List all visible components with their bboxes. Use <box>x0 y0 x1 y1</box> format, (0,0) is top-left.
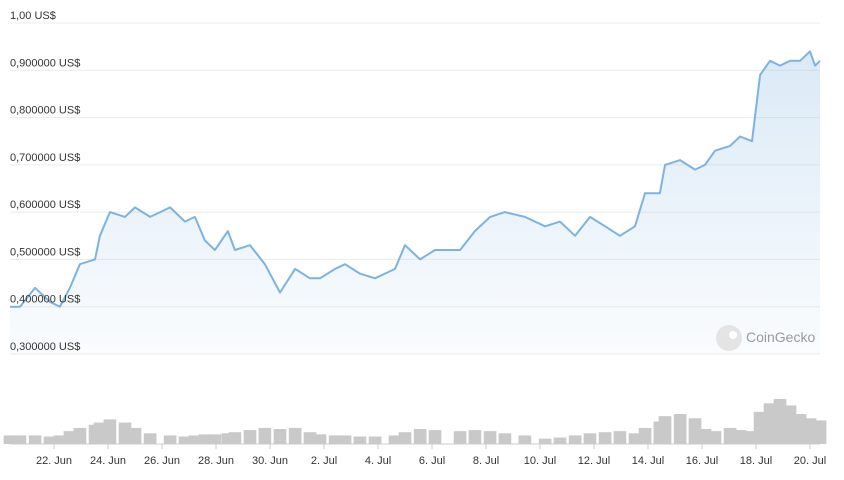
volume-bar <box>613 431 627 444</box>
volume-bar <box>328 435 342 444</box>
volume-bar <box>813 420 827 444</box>
volume-bar <box>428 430 442 444</box>
volume-bar <box>243 430 257 444</box>
volume-bar <box>698 429 712 444</box>
x-tick-label: 2. Jul <box>311 455 337 467</box>
volume-bar <box>498 433 512 444</box>
volume-bar <box>583 433 597 444</box>
volume-bar <box>453 431 467 444</box>
volume-bar <box>53 435 67 444</box>
volume-bar <box>63 431 77 444</box>
x-tick-label: 30. Jun <box>252 455 288 467</box>
x-tick-label: 16. Jul <box>686 455 718 467</box>
volume-bar <box>143 433 157 444</box>
volume-bar <box>313 434 327 444</box>
x-tick-label: 6. Jul <box>419 455 445 467</box>
volume-bar <box>753 411 767 444</box>
volume-bar <box>733 430 747 444</box>
price-line <box>10 50 821 308</box>
y-tick-label: 0,500000 US$ <box>10 246 80 258</box>
volume-bar <box>3 435 17 444</box>
volume-bar <box>793 414 807 444</box>
y-tick-label: 0,600000 US$ <box>10 199 80 211</box>
volume-bar <box>338 435 352 444</box>
volume-bar <box>398 432 412 444</box>
y-tick-label: 0,800000 US$ <box>10 105 80 117</box>
volume-bar <box>483 431 497 444</box>
watermark: CoinGecko <box>716 325 815 351</box>
y-tick-label: 0,400000 US$ <box>10 294 80 306</box>
volume-bar <box>388 435 402 444</box>
volume-bar <box>723 427 737 444</box>
x-tick-label: 8. Jul <box>473 455 499 467</box>
volume-bar <box>258 427 272 444</box>
volume-bar <box>783 405 797 444</box>
x-tick-label: 24. Jun <box>90 455 126 467</box>
volume-bar <box>468 430 482 444</box>
volume-bar <box>773 399 787 444</box>
x-tick-label: 22. Jun <box>36 455 72 467</box>
volume-bar <box>198 434 212 444</box>
volume-bar <box>128 427 142 444</box>
watermark-text: CoinGecko <box>746 329 815 345</box>
y-tick-label: 1,00 US$ <box>10 10 56 22</box>
watermark-logo-eye <box>729 331 737 339</box>
volume-bar <box>673 414 687 444</box>
volume-bar <box>221 433 235 444</box>
volume-bar <box>688 418 702 444</box>
volume-bar <box>103 419 117 444</box>
volume-bar <box>73 427 87 444</box>
volume-bar <box>303 432 317 444</box>
y-tick-label: 0,700000 US$ <box>10 152 80 164</box>
volume-bar <box>163 435 177 444</box>
volume-bar <box>368 436 382 444</box>
volume-bar <box>228 432 242 444</box>
volume-bar <box>658 416 672 444</box>
volume-bar <box>568 435 582 444</box>
volume-bar <box>93 422 107 444</box>
volume-bar <box>763 403 777 444</box>
x-tick-label: 26. Jun <box>144 455 180 467</box>
volume-bar <box>43 436 57 444</box>
volume-bar <box>208 434 222 444</box>
y-tick-label: 0,900000 US$ <box>10 57 80 69</box>
x-tick-label: 10. Jul <box>524 455 556 467</box>
volume-bar <box>273 429 287 444</box>
volume-bar <box>628 433 642 444</box>
x-tick-label: 28. Jun <box>198 455 234 467</box>
x-tick-label: 12. Jul <box>578 455 610 467</box>
volume-bar <box>288 427 302 444</box>
x-tick-label: 4. Jul <box>365 455 391 467</box>
volume-bar <box>118 422 132 444</box>
volume-bar <box>638 427 652 444</box>
x-tick-label: 14. Jul <box>632 455 664 467</box>
volume-bar <box>553 437 567 444</box>
volume-bar <box>598 432 612 444</box>
volume-bar <box>538 438 552 444</box>
price-area <box>10 51 820 355</box>
x-tick-label: 18. Jul <box>740 455 772 467</box>
volume-bar <box>188 435 202 444</box>
volume-bar <box>178 436 192 444</box>
volume-bar <box>413 429 427 444</box>
y-tick-label: 0,300000 US$ <box>10 341 80 353</box>
x-tick-label: 20. Jul <box>794 455 826 467</box>
watermark-logo <box>716 325 742 351</box>
volume-bar <box>518 435 532 444</box>
volume-bar <box>708 431 722 444</box>
volume-bar <box>13 435 27 444</box>
volume-bar <box>28 435 42 444</box>
volume-bar <box>353 436 367 444</box>
